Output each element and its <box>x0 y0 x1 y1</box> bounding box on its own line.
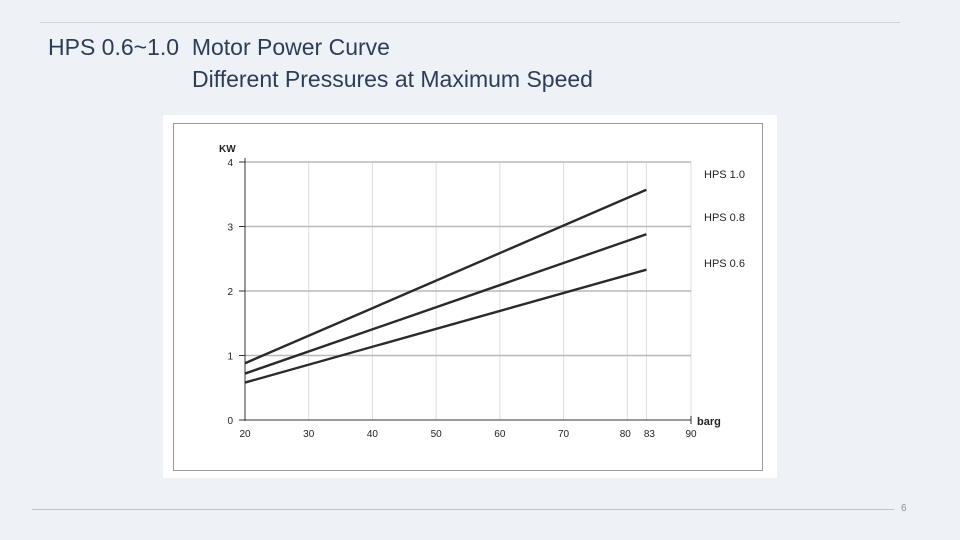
x-tick-label: 20 <box>239 429 251 440</box>
y-tick-label: 1 <box>227 352 233 363</box>
y-tick-label: 2 <box>227 287 233 298</box>
x-axis-label: barg <box>697 416 721 428</box>
x-tick-label: 90 <box>685 429 697 440</box>
series-label: HPS 1.0 <box>704 169 745 181</box>
top-divider <box>40 22 900 23</box>
series-label: HPS 0.8 <box>704 212 745 224</box>
x-tick-label: 40 <box>367 429 379 440</box>
x-tick-label: 70 <box>558 429 570 440</box>
x-tick-label: 50 <box>431 429 443 440</box>
slide-subtitle: Different Pressures at Maximum Speed <box>192 66 593 92</box>
page-number: 6 <box>901 503 907 514</box>
bottom-divider <box>32 509 894 510</box>
y-tick-label: 3 <box>227 223 233 234</box>
chart-container: 0 1 2 3 4 20 30 40 50 60 70 80 83 90 KW barg HPS 1.0 HPS … <box>163 115 777 478</box>
series-line <box>244 188 647 365</box>
slide-title: HPS 0.6~1.0 Motor Power Curve <box>48 34 390 60</box>
x-tick-label: 80 <box>620 429 632 440</box>
y-tick-label: 4 <box>227 158 233 169</box>
series-line <box>244 268 647 384</box>
series-line <box>244 233 647 375</box>
power-curve-chart: 0 1 2 3 4 20 30 40 50 60 70 80 83 90 KW barg HPS 1.0 HPS … <box>173 123 763 471</box>
x-tick-label: 30 <box>303 429 315 440</box>
series-label: HPS 0.6 <box>704 258 745 270</box>
x-tick-label: 60 <box>494 429 506 440</box>
x-tick-label: 83 <box>644 429 656 440</box>
y-tick-label: 0 <box>227 416 233 427</box>
y-axis-label: KW <box>219 144 236 155</box>
